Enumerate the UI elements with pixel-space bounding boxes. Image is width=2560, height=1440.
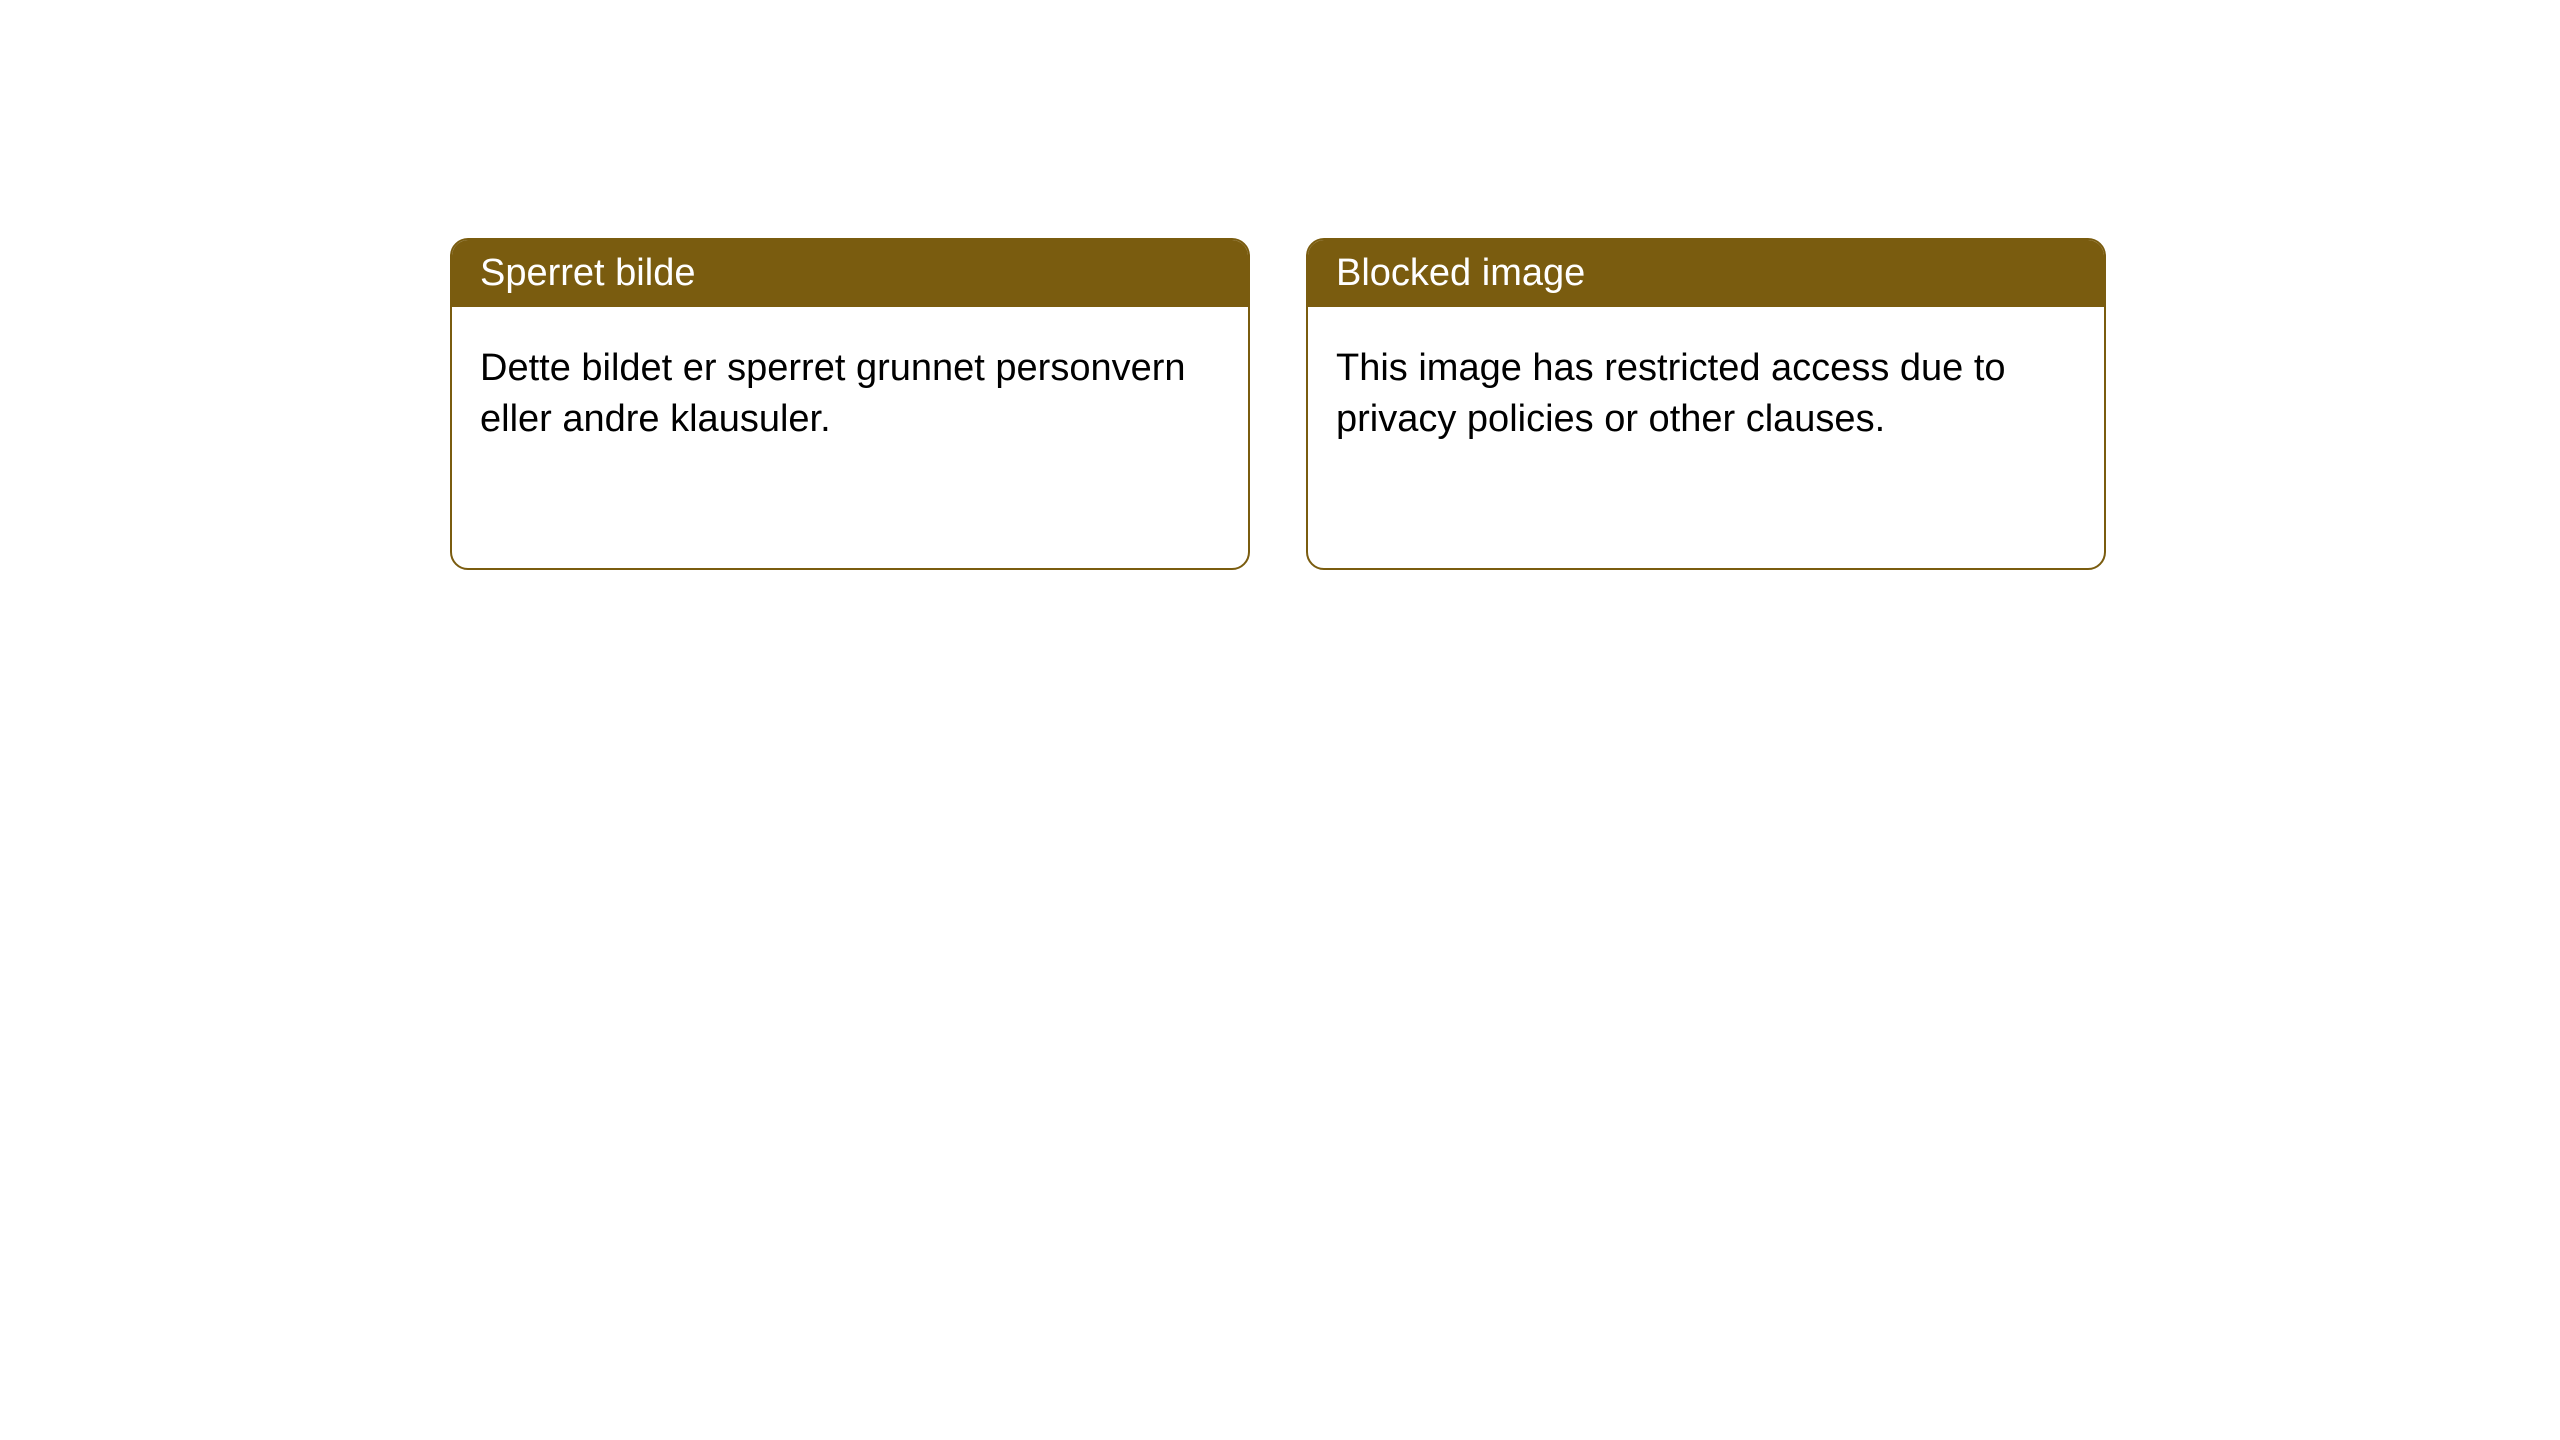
notice-header: Sperret bilde bbox=[452, 240, 1248, 307]
notice-header: Blocked image bbox=[1308, 240, 2104, 307]
notice-body: Dette bildet er sperret grunnet personve… bbox=[452, 307, 1248, 482]
notice-title: Sperret bilde bbox=[480, 252, 695, 294]
notice-title: Blocked image bbox=[1336, 252, 1585, 294]
notice-card-norwegian: Sperret bilde Dette bildet er sperret gr… bbox=[450, 238, 1250, 570]
notice-text: Dette bildet er sperret grunnet personve… bbox=[480, 347, 1186, 440]
notice-cards-container: Sperret bilde Dette bildet er sperret gr… bbox=[0, 0, 2560, 570]
notice-body: This image has restricted access due to … bbox=[1308, 307, 2104, 482]
notice-text: This image has restricted access due to … bbox=[1336, 347, 2006, 440]
notice-card-english: Blocked image This image has restricted … bbox=[1306, 238, 2106, 570]
